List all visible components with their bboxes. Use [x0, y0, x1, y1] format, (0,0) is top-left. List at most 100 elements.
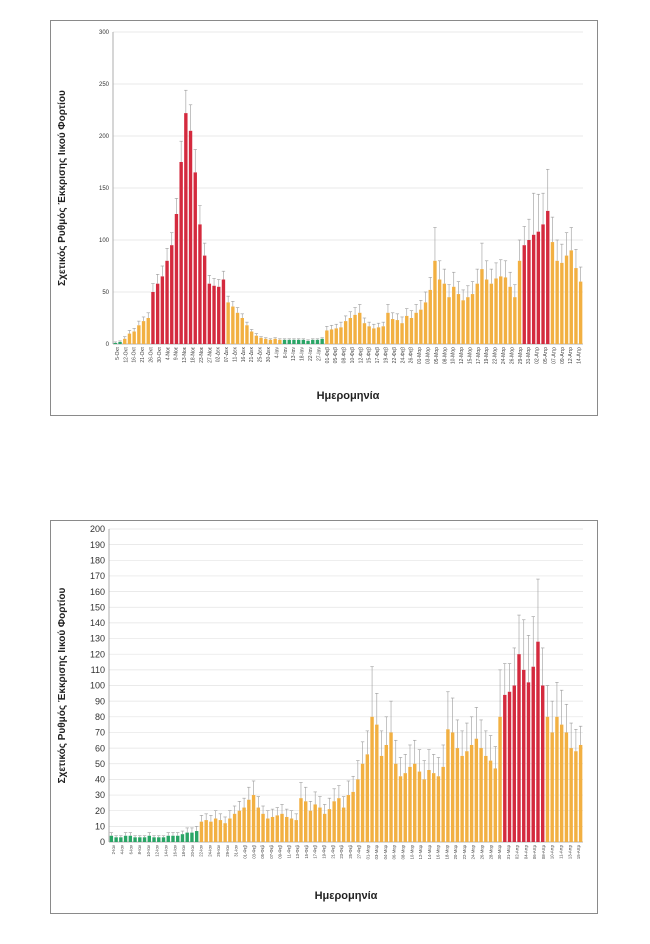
chart-1-y-axis-label: Σχετικός Ρυθμός Έκκρισης Ιικού Φορτίου — [57, 90, 68, 286]
chart-2-y-tick-label: 140 — [90, 618, 105, 628]
chart-2-bar — [541, 685, 545, 842]
chart-1-bar — [170, 245, 174, 344]
chart-1-x-tick-label: 16-Οκτ — [132, 347, 138, 363]
chart-1-y-tick-label: 0 — [106, 342, 110, 348]
chart-1-bar — [348, 318, 353, 344]
chart-2-bar — [455, 748, 460, 842]
chart-2-y-tick-label: 10 — [95, 822, 105, 832]
chart-2-x-tick-label: 16-Μαρ — [436, 844, 441, 859]
chart-2-x-axis-label: Ημερομηνία — [315, 890, 378, 902]
chart-2-x-tick-label: 2-Ιαν — [111, 845, 116, 854]
chart-2-bar — [574, 751, 578, 842]
chart-1-x-tick-label: 13-Ιαν — [291, 347, 297, 362]
chart-1-x-tick-label: 03-Μαρ — [425, 347, 431, 364]
chart-1-bar — [428, 289, 432, 344]
chart-1-x-tick-label: 9-Νοε — [174, 346, 180, 360]
chart-1-bar — [282, 339, 287, 344]
chart-2-x-tick-label: 26-Ιαν — [216, 845, 221, 857]
chart-1-x-tick-label: 05-Απρ — [543, 347, 549, 364]
chart-2-x-tick-label: 14-Μαρ — [427, 844, 432, 859]
chart-1-bar — [433, 260, 437, 344]
chart-1-bar — [207, 283, 212, 344]
chart-1-x-tick-label: 31-Μαρ — [526, 347, 532, 364]
chart-1-x-tick-label: 02-Δεκ — [216, 347, 222, 363]
chart-1-x-tick-label: 26-Οκτ — [149, 347, 155, 363]
chart-1-bar — [132, 331, 136, 344]
chart-2-bar — [299, 798, 303, 842]
chart-2-bar — [550, 732, 554, 842]
chart-2-bar — [256, 807, 261, 842]
chart-2-y-tick-label: 30 — [95, 790, 105, 800]
chart-1-x-tick-label: 12-Φεβ — [358, 347, 364, 363]
chart-1-bar — [249, 331, 254, 344]
chart-2-x-tick-label: 30-Μαρ — [497, 844, 502, 859]
chart-2-bar — [247, 799, 251, 842]
chart-2-x-tick-label: 18-Ιαν — [181, 845, 186, 857]
chart-1-x-tick-label: 24-Μαρ — [501, 347, 507, 364]
chart-1-x-tick-label: 4-Ιαν — [274, 347, 280, 359]
chart-1-bar — [259, 337, 263, 344]
chart-1-bar — [287, 339, 291, 344]
chart-1-x-tick-label: 15-Μαρ — [467, 347, 473, 364]
chart-1-x-tick-label: 08-Φεβ — [342, 347, 348, 363]
chart-1-x-tick-label: 23-Νοε — [199, 346, 205, 363]
chart-1-bar — [221, 279, 226, 344]
chart-2-y-tick-label: 120 — [90, 649, 105, 659]
chart-2-bar — [322, 813, 327, 842]
chart-1-bar — [184, 113, 188, 345]
chart-2-bar — [166, 835, 170, 842]
chart-2-x-tick-label: 11-Απρ — [559, 844, 564, 858]
chart-1-bar — [137, 325, 141, 344]
chart-2-bar — [261, 813, 265, 842]
chart-1-bar — [513, 297, 517, 344]
chart-2-x-tick-label: 24-Μαρ — [471, 844, 476, 859]
chart-1-x-tick-label: 05-Μαρ — [434, 347, 440, 364]
chart-1-bar — [409, 318, 414, 344]
chart-2-x-tick-label: 21-Φεβ — [330, 844, 335, 858]
chart-2-x-tick-label: 22-Ιαν — [199, 845, 204, 857]
chart-1-x-tick-label: 02-Απρ — [535, 347, 541, 364]
chart-2-x-tick-label: 07-Φεβ — [269, 844, 274, 858]
chart-2-bar — [152, 837, 156, 842]
chart-1-bar — [541, 224, 545, 344]
chart-2-bar — [503, 694, 507, 842]
chart-2-bar — [266, 818, 270, 842]
chart-2-y-tick-label: 110 — [91, 665, 105, 675]
chart-1-bar — [390, 319, 395, 344]
chart-1-x-tick-label: 22-Ιαν — [308, 347, 314, 362]
chart-1-bar — [334, 328, 338, 344]
chart-1-x-tick-label: 13-Νοε — [182, 346, 188, 363]
chart-2-bar — [185, 832, 189, 842]
chart-2-bar — [394, 763, 398, 842]
chart-1-bar — [555, 260, 559, 344]
chart-2-y-tick-label: 60 — [95, 743, 105, 753]
chart-1-y-tick-label: 200 — [99, 134, 110, 140]
chart-2-bar — [559, 724, 564, 842]
chart-2-bar — [327, 809, 332, 842]
chart-2-x-tick-label: 05-Φεβ — [260, 844, 265, 858]
chart-1-x-tick-label: 12-Μαρ — [459, 347, 465, 364]
chart-2-y-tick-label: 180 — [90, 555, 105, 565]
chart-2-bar — [569, 748, 573, 842]
chart-2-bar — [479, 748, 483, 842]
chart-2-bar — [199, 821, 204, 842]
chart-2-bar — [304, 801, 308, 842]
chart-1-bar — [461, 300, 465, 344]
chart-2-bar — [578, 744, 583, 842]
chart-2-bar — [517, 654, 521, 842]
chart-1-bar — [118, 341, 122, 344]
chart-1-x-tick-label: 19-Φεβ — [384, 347, 390, 363]
chart-2-bar — [427, 770, 431, 842]
chart-1-bar — [212, 285, 216, 344]
chart-1-bar — [536, 231, 541, 344]
chart-1-x-tick-label: 12-Απρ — [568, 347, 574, 364]
chart-1-x-tick-label: 27-Νοε — [207, 346, 213, 363]
chart-2-bar — [365, 754, 370, 842]
chart-1-bar — [325, 330, 329, 344]
chart-2-x-tick-label: 13-Απρ — [567, 844, 572, 859]
chart-1-x-tick-label: 10-Μαρ — [451, 347, 457, 364]
chart-2-x-tick-label: 15-Φεβ — [304, 844, 309, 858]
chart-1-bar — [508, 286, 512, 344]
chart-2-bar — [337, 798, 341, 842]
chart-1-bar — [202, 255, 207, 344]
